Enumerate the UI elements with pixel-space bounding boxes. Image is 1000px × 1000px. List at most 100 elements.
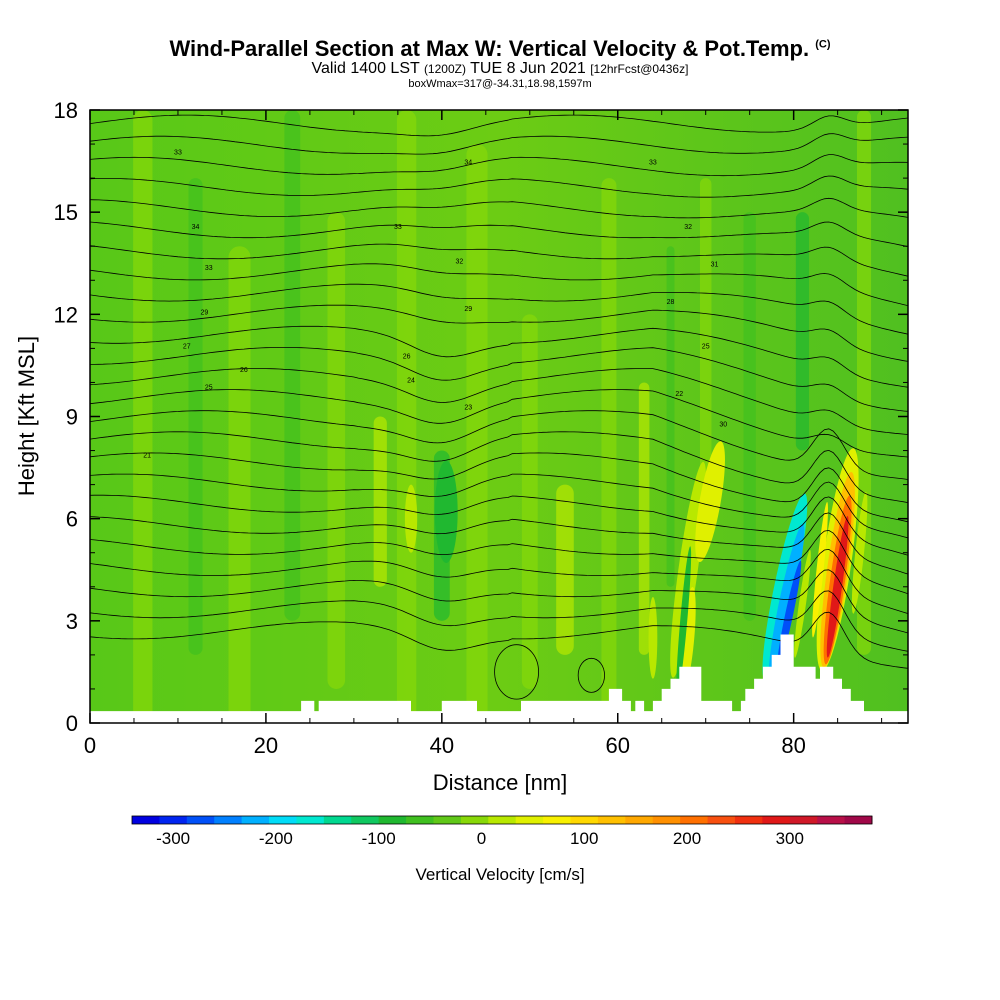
colorbar-swatch	[460, 816, 489, 824]
valid-day: TUE 8 Jun 2021	[470, 60, 586, 77]
terrain-mask	[90, 634, 908, 723]
y-axis-label: Height [Kft MSL]	[14, 336, 39, 496]
theta-contour	[90, 529, 908, 595]
colorbar-swatch	[734, 816, 763, 824]
theta-contour	[90, 512, 908, 575]
colorbar: -300 -200 -100 0 100 200 300	[131, 815, 873, 848]
y-tick-label: 15	[54, 200, 78, 225]
theta-contour	[494, 644, 539, 700]
theta-contour	[90, 133, 908, 155]
convective-cells	[404, 441, 868, 696]
theta-contour	[90, 431, 908, 503]
valid-utc: (1200Z)	[423, 62, 466, 76]
theta-contour	[90, 494, 908, 556]
theta-contour	[90, 590, 908, 652]
colorbar-swatch	[186, 816, 215, 824]
x-tick-label: 0	[84, 733, 96, 758]
convective-cell	[404, 484, 418, 553]
colorbar-tick-label: -100	[362, 829, 396, 848]
colorbar-swatch	[433, 816, 462, 824]
y-tick-label: 12	[54, 302, 78, 327]
colorbar-swatch	[351, 816, 380, 824]
colorbar-swatch	[323, 816, 352, 824]
theta-contour	[90, 548, 908, 614]
contour-label: 31	[711, 262, 719, 269]
velocity-streak	[373, 416, 387, 587]
theta-contour	[90, 263, 908, 306]
colorbar-swatch	[296, 816, 325, 824]
theta-contour	[90, 368, 908, 435]
x-tick-label: 60	[605, 733, 629, 758]
velocity-streak	[601, 178, 617, 723]
colorbar-swatch	[652, 816, 681, 824]
convective-cell	[680, 586, 696, 689]
colorbar-swatch	[762, 816, 791, 824]
theta-contour	[90, 452, 908, 523]
contour-label: 30	[719, 422, 727, 429]
x-tick-label: 80	[781, 733, 805, 758]
theta-contour	[90, 304, 908, 362]
contour-label: 26	[403, 354, 411, 361]
theta-contour	[90, 611, 908, 669]
colorbar-tick-label: -300	[156, 829, 190, 848]
y-tick-label: 3	[66, 609, 78, 634]
colorbar-swatch	[214, 816, 243, 824]
theta-contour	[90, 114, 908, 137]
convective-cell	[768, 523, 805, 678]
colorbar-swatch	[543, 816, 572, 824]
theta-contour	[90, 410, 908, 480]
theta-contour	[90, 197, 908, 219]
convective-cell	[676, 546, 692, 696]
contour-label: 33	[205, 265, 213, 272]
velocity-streak	[133, 110, 153, 723]
colorbar-label: Vertical Velocity [cm/s]	[415, 865, 584, 884]
x-axis-label: Distance [nm]	[433, 770, 568, 795]
velocity-streak	[521, 314, 538, 689]
contour-label: 25	[702, 343, 710, 350]
colorbar-swatch	[241, 816, 270, 824]
theta-contour	[90, 473, 908, 539]
x-tick-label: 20	[254, 733, 278, 758]
contour-label: 21	[143, 452, 151, 459]
velocity-streak	[284, 110, 301, 621]
convective-cell	[434, 460, 458, 563]
velocity-streak	[327, 212, 346, 689]
colorbar-swatch	[844, 816, 873, 824]
colorbar-tick-label: 300	[776, 829, 804, 848]
contour-label: 27	[183, 343, 191, 350]
forecast-info: [12hrFcst@0436z]	[590, 62, 689, 76]
chart-subtitle: Valid 1400 LST (1200Z) TUE 8 Jun 2021 [1…	[0, 60, 1000, 78]
contour-label: 29	[200, 309, 208, 316]
colorbar-swatch	[159, 816, 188, 824]
contour-label: 22	[675, 391, 683, 398]
y-tick-label: 18	[54, 98, 78, 123]
theta-contour	[90, 346, 908, 412]
velocity-streak	[556, 484, 574, 655]
convective-cell	[648, 596, 658, 679]
y-tick-label: 0	[66, 711, 78, 736]
contour-label: 23	[464, 405, 472, 412]
colorbar-tick-label: 200	[673, 829, 701, 848]
velocity-streak	[743, 212, 756, 621]
contour-label: 24	[407, 377, 415, 384]
colorbar-tick-label: -200	[259, 829, 293, 848]
y-tick-label: 6	[66, 507, 78, 532]
colorbar-frame	[131, 815, 873, 825]
velocity-streak	[188, 178, 203, 655]
theta-contour	[577, 657, 605, 693]
theta-contour	[90, 389, 908, 458]
theta-contour	[90, 283, 908, 335]
convective-cell	[826, 515, 849, 658]
contour-label: 34	[192, 224, 200, 231]
colorbar-swatch	[378, 816, 407, 824]
theta-contour	[90, 154, 908, 177]
colorbar-swatch	[625, 816, 654, 824]
contour-label: 28	[667, 299, 675, 306]
convective-cell	[695, 441, 725, 563]
copyright-mark: (C)	[815, 38, 831, 51]
x-tick-label: 40	[430, 733, 454, 758]
colorbar-swatch	[488, 816, 517, 824]
colorbar-swatch	[680, 816, 709, 824]
velocity-streak	[466, 144, 488, 723]
